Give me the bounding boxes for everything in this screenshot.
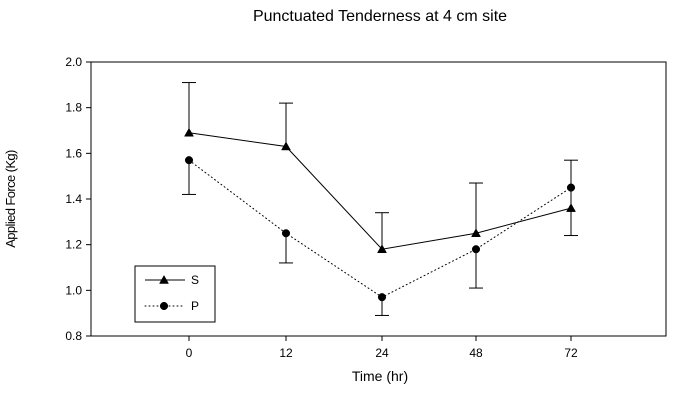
x-tick-label: 12 <box>279 346 293 360</box>
series-p-point <box>471 245 481 254</box>
y-tick-label: 1.6 <box>65 146 82 160</box>
series-markers <box>184 127 576 302</box>
legend-box <box>134 265 216 323</box>
series-s-point <box>377 244 387 253</box>
series-s-point <box>566 203 576 212</box>
x-axis: 0 12 24 48 72 <box>186 336 578 360</box>
legend-s-marker <box>159 274 169 284</box>
y-tick-label: 1.8 <box>65 101 82 115</box>
error-bars <box>182 82 578 316</box>
y-tick-label: 1.4 <box>65 192 82 206</box>
legend-p-label: P <box>191 299 199 313</box>
x-axis-label: Time (hr) <box>352 368 408 384</box>
legend-p-marker <box>159 301 169 311</box>
y-tick-label: 1.0 <box>65 283 82 297</box>
y-tick-label: 1.2 <box>65 238 82 252</box>
series-s-point <box>184 127 194 137</box>
y-axis-label: Applied Force (Kg) <box>3 150 18 248</box>
y-tick-label: 2.0 <box>65 55 82 69</box>
series-p-point <box>377 293 387 302</box>
series-p-point <box>281 229 291 238</box>
series-s-point <box>281 141 291 151</box>
series-p-point <box>566 183 576 192</box>
x-tick-label: 72 <box>564 346 578 360</box>
y-axis: 0.8 1.0 1.2 1.4 1.6 1.8 2.0 <box>65 55 91 343</box>
x-tick-label: 48 <box>469 346 483 360</box>
x-tick-label: 24 <box>375 346 389 360</box>
legend-s-label: S <box>191 273 199 287</box>
series-s-point <box>471 228 481 237</box>
legend-items: SP <box>144 273 199 313</box>
series-p-point <box>184 156 194 165</box>
x-tick-label: 0 <box>186 346 193 360</box>
y-tick-label: 0.8 <box>65 329 82 343</box>
chart-title: Punctuated Tenderness at 4 cm site <box>253 8 507 25</box>
legend: SP <box>134 265 216 323</box>
